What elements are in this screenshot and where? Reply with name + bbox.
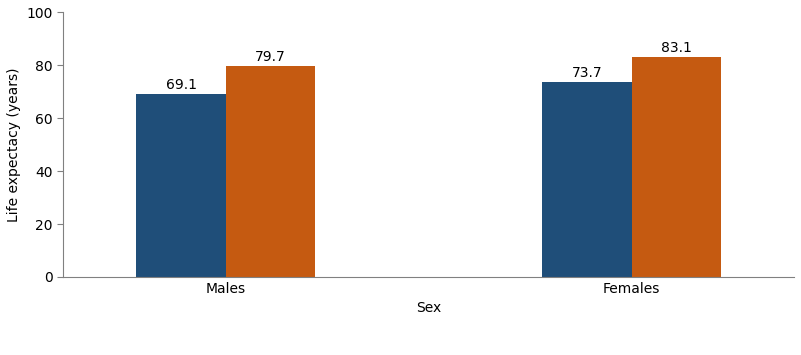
Bar (226, 66, 315, 277)
Bar (542, 82, 632, 277)
Text: 69.1: 69.1 (166, 78, 196, 92)
Bar (136, 94, 226, 277)
X-axis label: Sex: Sex (416, 301, 441, 315)
Y-axis label: Life expectacy (years): Life expectacy (years) (7, 67, 21, 222)
Text: 79.7: 79.7 (255, 50, 286, 64)
Text: 83.1: 83.1 (661, 41, 692, 55)
Text: 73.7: 73.7 (572, 66, 602, 80)
Bar (632, 57, 721, 277)
